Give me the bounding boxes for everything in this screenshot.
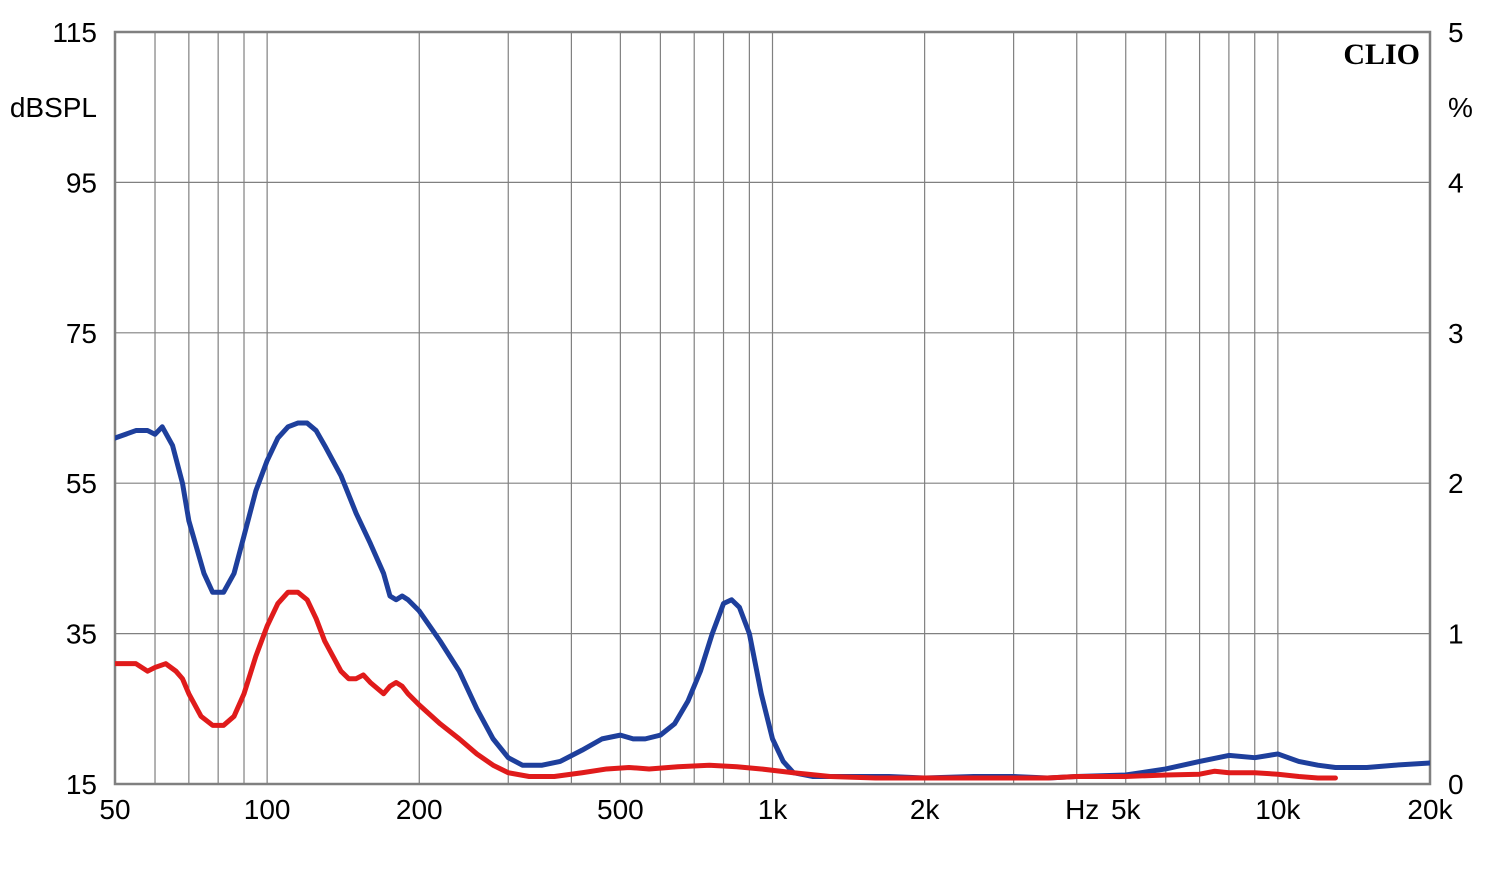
x-tick-label: 100 bbox=[244, 794, 291, 825]
y-left-tick-label: 95 bbox=[66, 167, 97, 198]
y-left-tick-label: 15 bbox=[66, 769, 97, 800]
y-right-tick-label: 0 bbox=[1448, 769, 1464, 800]
y-right-tick-label: 2 bbox=[1448, 468, 1464, 499]
y-left-tick-label: 55 bbox=[66, 468, 97, 499]
x-tick-label: 20k bbox=[1407, 794, 1453, 825]
x-tick-label: 50 bbox=[99, 794, 130, 825]
y-right-axis-label: % bbox=[1448, 92, 1473, 123]
y-left-tick-label: 115 bbox=[52, 17, 97, 48]
x-unit-label: Hz bbox=[1065, 794, 1099, 825]
brand-label: CLIO bbox=[1343, 38, 1420, 71]
x-tick-label: 10k bbox=[1255, 794, 1301, 825]
x-tick-label: 2k bbox=[910, 794, 941, 825]
y-left-axis-label: dBSPL bbox=[10, 92, 97, 123]
y-left-tick-label: 75 bbox=[66, 318, 97, 349]
frequency-response-chart: 501002005001k2k5k10k20kHz1535557595115dB… bbox=[0, 0, 1500, 877]
x-tick-label: 500 bbox=[597, 794, 644, 825]
y-left-tick-label: 35 bbox=[66, 619, 97, 650]
y-right-tick-label: 1 bbox=[1448, 619, 1464, 650]
y-right-tick-label: 4 bbox=[1448, 167, 1464, 198]
x-tick-label: 1k bbox=[758, 794, 789, 825]
x-tick-label: 200 bbox=[396, 794, 443, 825]
y-right-tick-label: 5 bbox=[1448, 17, 1464, 48]
x-tick-label: 5k bbox=[1111, 794, 1142, 825]
y-right-tick-label: 3 bbox=[1448, 318, 1464, 349]
